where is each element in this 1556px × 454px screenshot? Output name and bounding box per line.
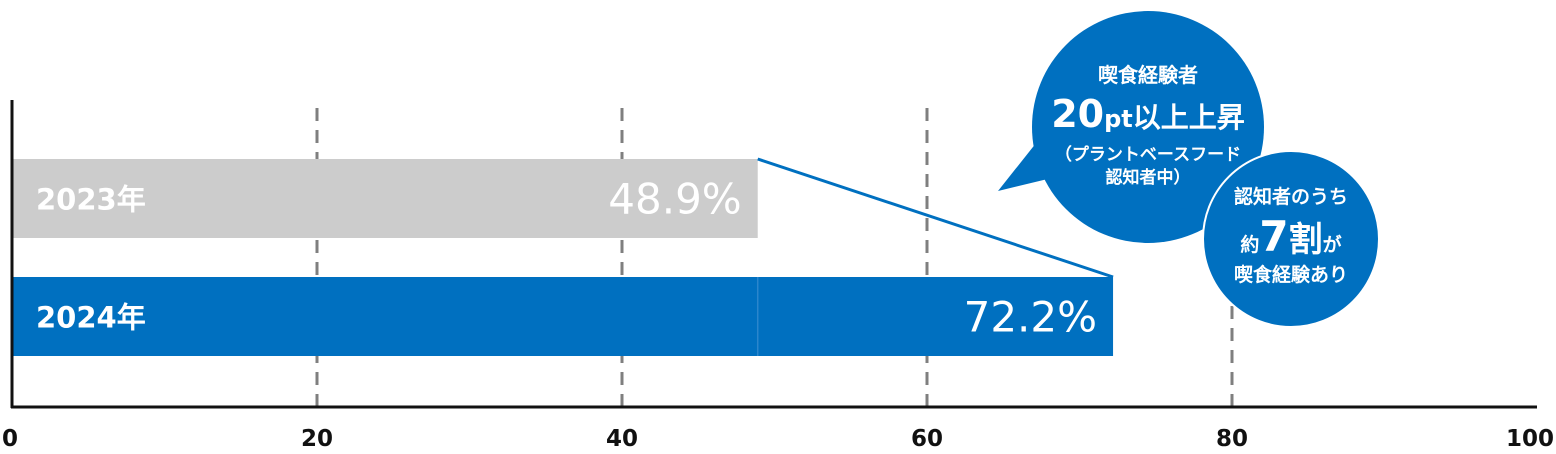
callout-headline-prefix: 約 (1240, 233, 1259, 256)
x-tick-label: 100 (1506, 426, 1554, 452)
bar (12, 277, 1114, 356)
callout-headline-unit: 割 (1289, 220, 1323, 260)
callout-bubble-majority: 認知者のうち 約7割が 喫食経験あり (1202, 150, 1380, 328)
callout-headline-number: 7 (1259, 212, 1288, 261)
data-label: 72.2% (964, 293, 1097, 342)
callout-headline-suffix: が (1323, 233, 1342, 256)
x-tick-label: 60 (911, 426, 943, 452)
x-tick-label: 40 (606, 426, 638, 452)
category-label: 2023年 (36, 183, 146, 217)
callout-circle (1202, 150, 1380, 328)
callout-note-line2: 認知者中） (1106, 167, 1191, 188)
category-label: 2024年 (36, 301, 146, 335)
callout-headline: 20pt以上上昇 (1051, 92, 1245, 136)
callout-headline-text: 以上上昇 (1133, 101, 1245, 134)
callout-headline-number: 20 (1051, 92, 1104, 136)
connector-line (757, 157, 1114, 279)
callout-title: 喫食経験者 (1098, 63, 1198, 87)
callout-headline-unit: pt (1104, 105, 1133, 133)
callout-note-line1: （プラントベースフード (1055, 144, 1241, 165)
callout-line1: 認知者のうち (1234, 185, 1348, 208)
callout-line3: 喫食経験あり (1234, 263, 1348, 286)
data-label: 48.9% (608, 175, 741, 224)
bar (12, 159, 758, 238)
callout-headline: 約7割が (1240, 212, 1341, 261)
callout-bubble-increase: 喫食経験者 20pt以上上昇 （プラントベースフード 認知者中） (998, 11, 1264, 243)
callout-circle (1032, 11, 1264, 243)
x-tick-label: 0 (2, 426, 18, 452)
x-tick-label: 80 (1216, 426, 1248, 452)
x-tick-label: 20 (301, 426, 333, 452)
